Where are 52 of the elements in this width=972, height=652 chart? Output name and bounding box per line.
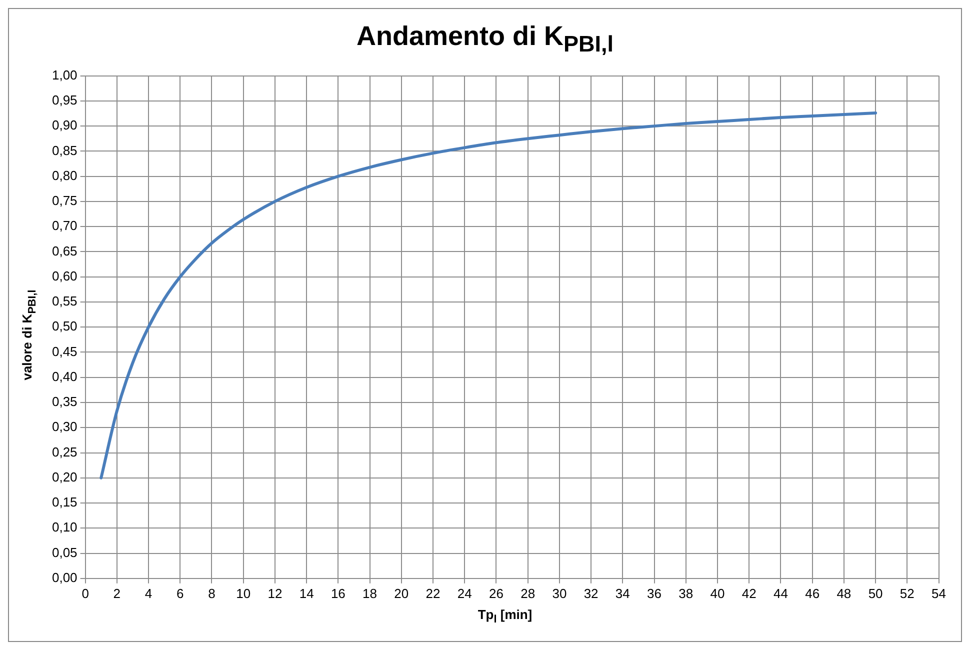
y-tick-label: 0,90 (52, 118, 78, 133)
x-tick-label: 20 (394, 586, 409, 601)
x-tick-label: 44 (773, 586, 788, 601)
y-tick-label: 0,65 (52, 243, 78, 258)
y-tick-label: 0,45 (52, 344, 78, 359)
y-tick-label: 0,70 (52, 218, 78, 234)
x-tick-label: 30 (552, 586, 567, 601)
y-tick-label: 0,00 (52, 570, 78, 585)
x-tick-label: 36 (647, 586, 662, 601)
x-tick-label: 32 (584, 586, 598, 601)
x-axis-title: Tp$_{l}$ [min] (476, 607, 534, 626)
y-tick-label: 0,35 (52, 394, 78, 410)
y-tick-label: 0,80 (52, 168, 78, 183)
x-tick-label: 34 (615, 586, 630, 601)
y-tick-label: 1,00 (52, 67, 78, 82)
x-tick-label: 14 (299, 586, 314, 601)
x-tick-label: 2 (113, 586, 121, 601)
y-tick-label: 0,25 (52, 444, 78, 460)
y-tick-label: 0,75 (52, 193, 78, 208)
x-tick-label: 22 (426, 586, 440, 601)
x-tick-label: 26 (488, 586, 504, 601)
y-tick-label: 0,05 (52, 544, 78, 560)
x-tick-label: 42 (742, 586, 756, 601)
x-tick-label: 40 (710, 586, 725, 601)
x-tick-label: 28 (520, 586, 536, 601)
x-tick-label: 6 (176, 586, 184, 601)
x-tick-label: 10 (236, 586, 251, 601)
y-tick-label: 0,20 (52, 469, 78, 484)
x-tick-label: 52 (900, 586, 914, 601)
x-tick-label: 12 (268, 586, 282, 601)
y-tick-label: 0,55 (52, 294, 78, 309)
x-tick-label: 50 (868, 586, 883, 601)
y-tick-label: 0,40 (52, 368, 78, 384)
x-tick-label: 48 (836, 586, 852, 601)
x-tick-label: 8 (208, 586, 216, 601)
y-tick-label: 0,30 (52, 419, 78, 434)
chart-title: Andamento di K$_{PBI,l}$ (355, 20, 614, 58)
x-tick-label: 46 (805, 586, 820, 601)
x-tick-label: 16 (330, 586, 346, 601)
y-tick-label: 0,85 (52, 142, 78, 158)
y-tick-label: 0,60 (52, 268, 78, 284)
y-tick-label: 0,95 (52, 92, 78, 108)
x-tick-label: 54 (932, 586, 946, 601)
y-tick-label: 0,50 (52, 318, 78, 334)
x-tick-label: 24 (457, 586, 472, 601)
x-tick-label: 18 (362, 586, 378, 601)
x-tick-label: 38 (678, 586, 694, 601)
x-tick-label: 0 (82, 586, 89, 601)
line-series (100, 111, 878, 480)
y-tick-label: 0,10 (52, 520, 78, 535)
x-tick-label: 4 (144, 586, 152, 601)
y-tick-label: 0,15 (52, 494, 78, 510)
